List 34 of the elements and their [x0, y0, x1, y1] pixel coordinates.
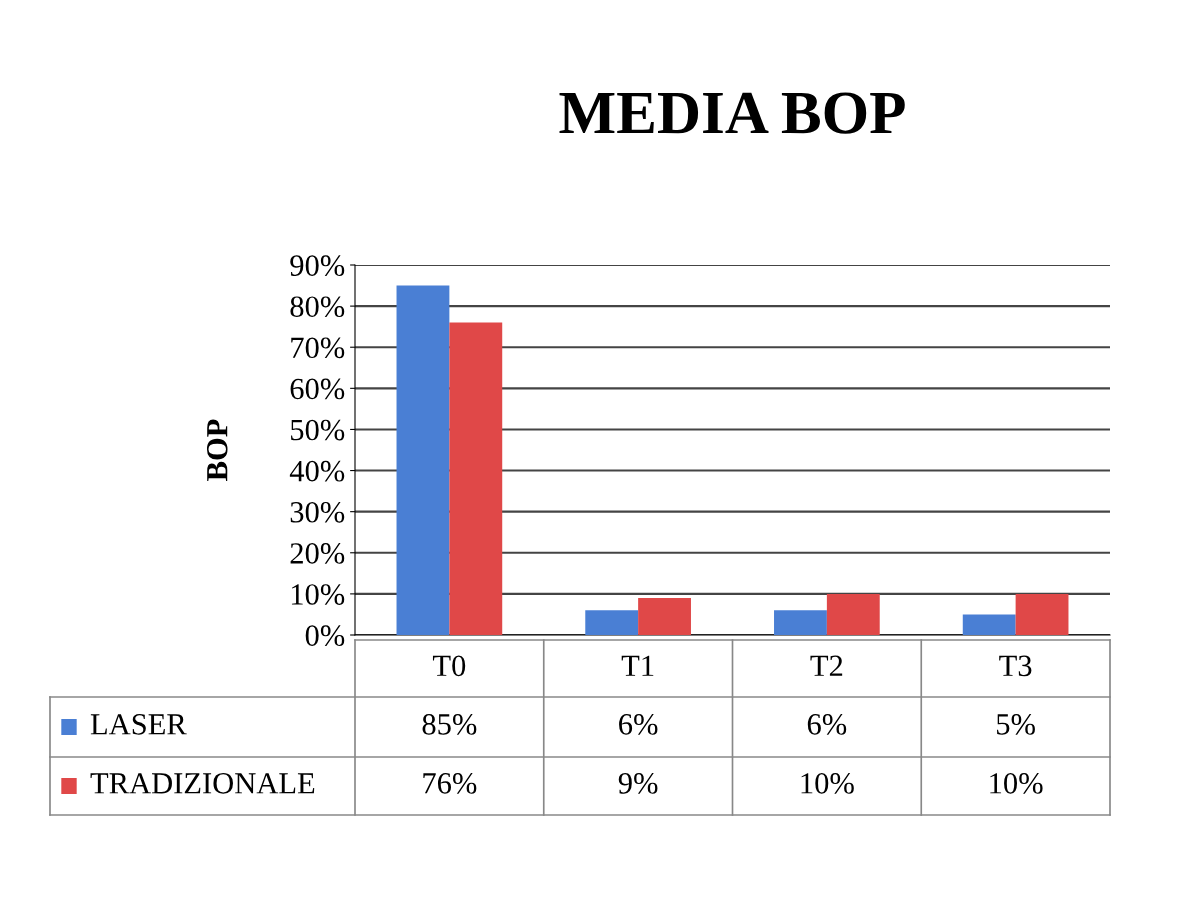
- bar: [1015, 593, 1069, 635]
- y-tick-label: 20%: [290, 543, 345, 564]
- y-tick-label: 70%: [291, 337, 345, 359]
- data-label: 5%: [997, 714, 1035, 735]
- data-label: 10%: [990, 773, 1043, 794]
- data-label: 10%: [801, 773, 854, 794]
- y-tick-label: 80%: [290, 296, 345, 318]
- bar: [396, 285, 450, 635]
- chart-title: MEDIA BOP: [559, 92, 905, 134]
- bar: [826, 593, 880, 635]
- y-axis-title: BOP: [206, 419, 228, 481]
- data-label: 85%: [422, 714, 477, 735]
- legend-label: LASER: [90, 714, 187, 735]
- data-label: 9%: [618, 773, 658, 794]
- y-tick-label: 40%: [289, 460, 345, 482]
- y-tick-label: 60%: [290, 378, 345, 400]
- bar: [774, 610, 827, 635]
- bar: [962, 614, 1016, 635]
- y-tick-label: 0%: [305, 625, 345, 646]
- data-label: 6%: [619, 714, 658, 735]
- y-tick-label: 30%: [290, 501, 345, 523]
- x-tick-label: T3: [999, 655, 1032, 677]
- x-tick-label: T2: [810, 655, 843, 676]
- data-label: 6%: [807, 714, 847, 735]
- x-tick-label: T1: [621, 655, 654, 676]
- y-tick-label: 90%: [290, 255, 345, 276]
- bar: [638, 598, 691, 635]
- x-tick-label: T0: [432, 655, 466, 677]
- y-tick-label: 50%: [291, 419, 345, 441]
- data-label: 76%: [423, 773, 477, 794]
- legend-label: TRADIZIONALE: [90, 773, 315, 794]
- bar: [449, 322, 503, 635]
- y-tick-label: 10%: [291, 584, 345, 605]
- bar: [585, 610, 639, 635]
